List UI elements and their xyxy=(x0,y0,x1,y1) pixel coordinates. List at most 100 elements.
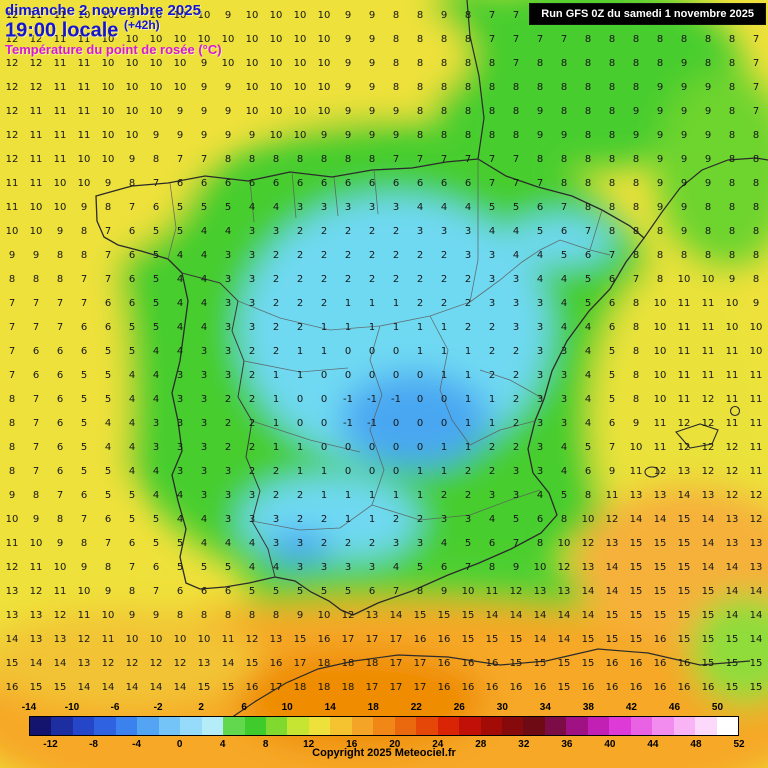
grid-value: 14 xyxy=(485,610,499,621)
grid-value: 10 xyxy=(557,538,571,549)
grid-value: 4 xyxy=(512,250,520,261)
grid-value: 3 xyxy=(488,490,496,501)
grid-value: 5 xyxy=(128,514,136,525)
grid-value: 13 xyxy=(725,538,739,549)
grid-value: 6 xyxy=(392,178,400,189)
grid-value: 0 xyxy=(440,418,448,429)
colorbar-segment xyxy=(480,717,502,735)
grid-value: 5 xyxy=(224,562,232,573)
grid-value: 13 xyxy=(533,586,547,597)
grid-value: 3 xyxy=(560,394,568,405)
grid-value: 5 xyxy=(176,226,184,237)
grid-value: 13 xyxy=(605,538,619,549)
grid-value: 10 xyxy=(173,34,187,45)
grid-value: 16 xyxy=(413,634,427,645)
grid-value: 15 xyxy=(509,658,523,669)
grid-value: 3 xyxy=(512,322,520,333)
grid-value: 6 xyxy=(56,418,64,429)
colorbar-segment xyxy=(351,717,374,735)
grid-value: 13 xyxy=(77,658,91,669)
colorbar-segment xyxy=(223,717,245,735)
grid-value: 7 xyxy=(176,154,184,165)
grid-value: 8 xyxy=(608,202,616,213)
grid-value: 4 xyxy=(536,250,544,261)
grid-value: 16 xyxy=(437,658,451,669)
grid-value: 9 xyxy=(200,58,208,69)
grid-value: 12 xyxy=(245,634,259,645)
grid-value: 5 xyxy=(512,514,520,525)
grid-value: 7 xyxy=(32,298,40,309)
grid-value: 0 xyxy=(392,370,400,381)
grid-value: 8 xyxy=(608,178,616,189)
grid-value: 12 xyxy=(77,634,91,645)
colorbar-label: -4 xyxy=(132,739,142,750)
grid-value: 9 xyxy=(680,154,688,165)
grid-value: 13 xyxy=(581,562,595,573)
colorbar-label: 26 xyxy=(453,702,465,713)
grid-value: 4 xyxy=(560,322,568,333)
grid-value: 9 xyxy=(704,130,712,141)
grid-value: 11 xyxy=(29,106,43,117)
grid-value: 0 xyxy=(344,346,352,357)
grid-value: 9 xyxy=(128,610,136,621)
grid-value: 8 xyxy=(608,82,616,93)
grid-value: 15 xyxy=(581,634,595,645)
grid-value: 1 xyxy=(368,514,376,525)
grid-value: 12 xyxy=(701,466,715,477)
grid-value: 1 xyxy=(464,418,472,429)
colorbar-label: 38 xyxy=(582,702,594,713)
grid-value: 8 xyxy=(752,202,760,213)
grid-value: 5 xyxy=(104,346,112,357)
grid-value: 3 xyxy=(296,538,304,549)
grid-value: 3 xyxy=(416,538,424,549)
grid-value: 11 xyxy=(677,346,691,357)
grid-value: 8 xyxy=(152,154,160,165)
grid-value: 10 xyxy=(149,10,163,21)
grid-value: 5 xyxy=(80,442,88,453)
grid-value: 2 xyxy=(512,346,520,357)
colorbar-segment xyxy=(94,717,116,735)
grid-value: 9 xyxy=(728,274,736,285)
grid-value: 9 xyxy=(368,58,376,69)
grid-value: 11 xyxy=(53,130,67,141)
grid-value: 1 xyxy=(488,394,496,405)
grid-value: 8 xyxy=(464,58,472,69)
grid-value: 3 xyxy=(272,538,280,549)
grid-value: 3 xyxy=(200,370,208,381)
grid-value: 2 xyxy=(488,370,496,381)
grid-value: 10 xyxy=(77,10,91,21)
grid-value: 7 xyxy=(104,538,112,549)
grid-value: 1 xyxy=(320,466,328,477)
grid-value: 3 xyxy=(248,274,256,285)
grid-value: 6 xyxy=(560,226,568,237)
grid-value: 7 xyxy=(104,226,112,237)
grid-value: 17 xyxy=(413,682,427,693)
grid-value: 1 xyxy=(464,442,472,453)
grid-value: 10 xyxy=(173,58,187,69)
grid-value: 2 xyxy=(272,322,280,333)
grid-value: 10 xyxy=(317,610,331,621)
grid-value: 5 xyxy=(176,202,184,213)
grid-value: 11 xyxy=(77,58,91,69)
grid-value: 16 xyxy=(509,682,523,693)
grid-value: 11 xyxy=(53,586,67,597)
grid-value: 8 xyxy=(200,610,208,621)
grid-value: 11 xyxy=(725,394,739,405)
grid-value: 7 xyxy=(56,322,64,333)
grid-value: 5 xyxy=(152,226,160,237)
grid-value: 7 xyxy=(632,274,640,285)
grid-value: 5 xyxy=(200,202,208,213)
grid-value: 13 xyxy=(197,658,211,669)
coastline-france xyxy=(466,0,768,239)
grid-value: 8 xyxy=(752,154,760,165)
grid-value: 4 xyxy=(200,250,208,261)
grid-value: 3 xyxy=(248,298,256,309)
colorbar-label: -14 xyxy=(21,702,37,713)
grid-value: 9 xyxy=(680,178,688,189)
grid-value: 8 xyxy=(704,58,712,69)
colorbar-segment xyxy=(244,717,266,735)
grid-value: 8 xyxy=(560,106,568,117)
grid-value: 10 xyxy=(29,226,43,237)
grid-value: 12 xyxy=(5,106,19,117)
grid-value: 1 xyxy=(272,442,280,453)
